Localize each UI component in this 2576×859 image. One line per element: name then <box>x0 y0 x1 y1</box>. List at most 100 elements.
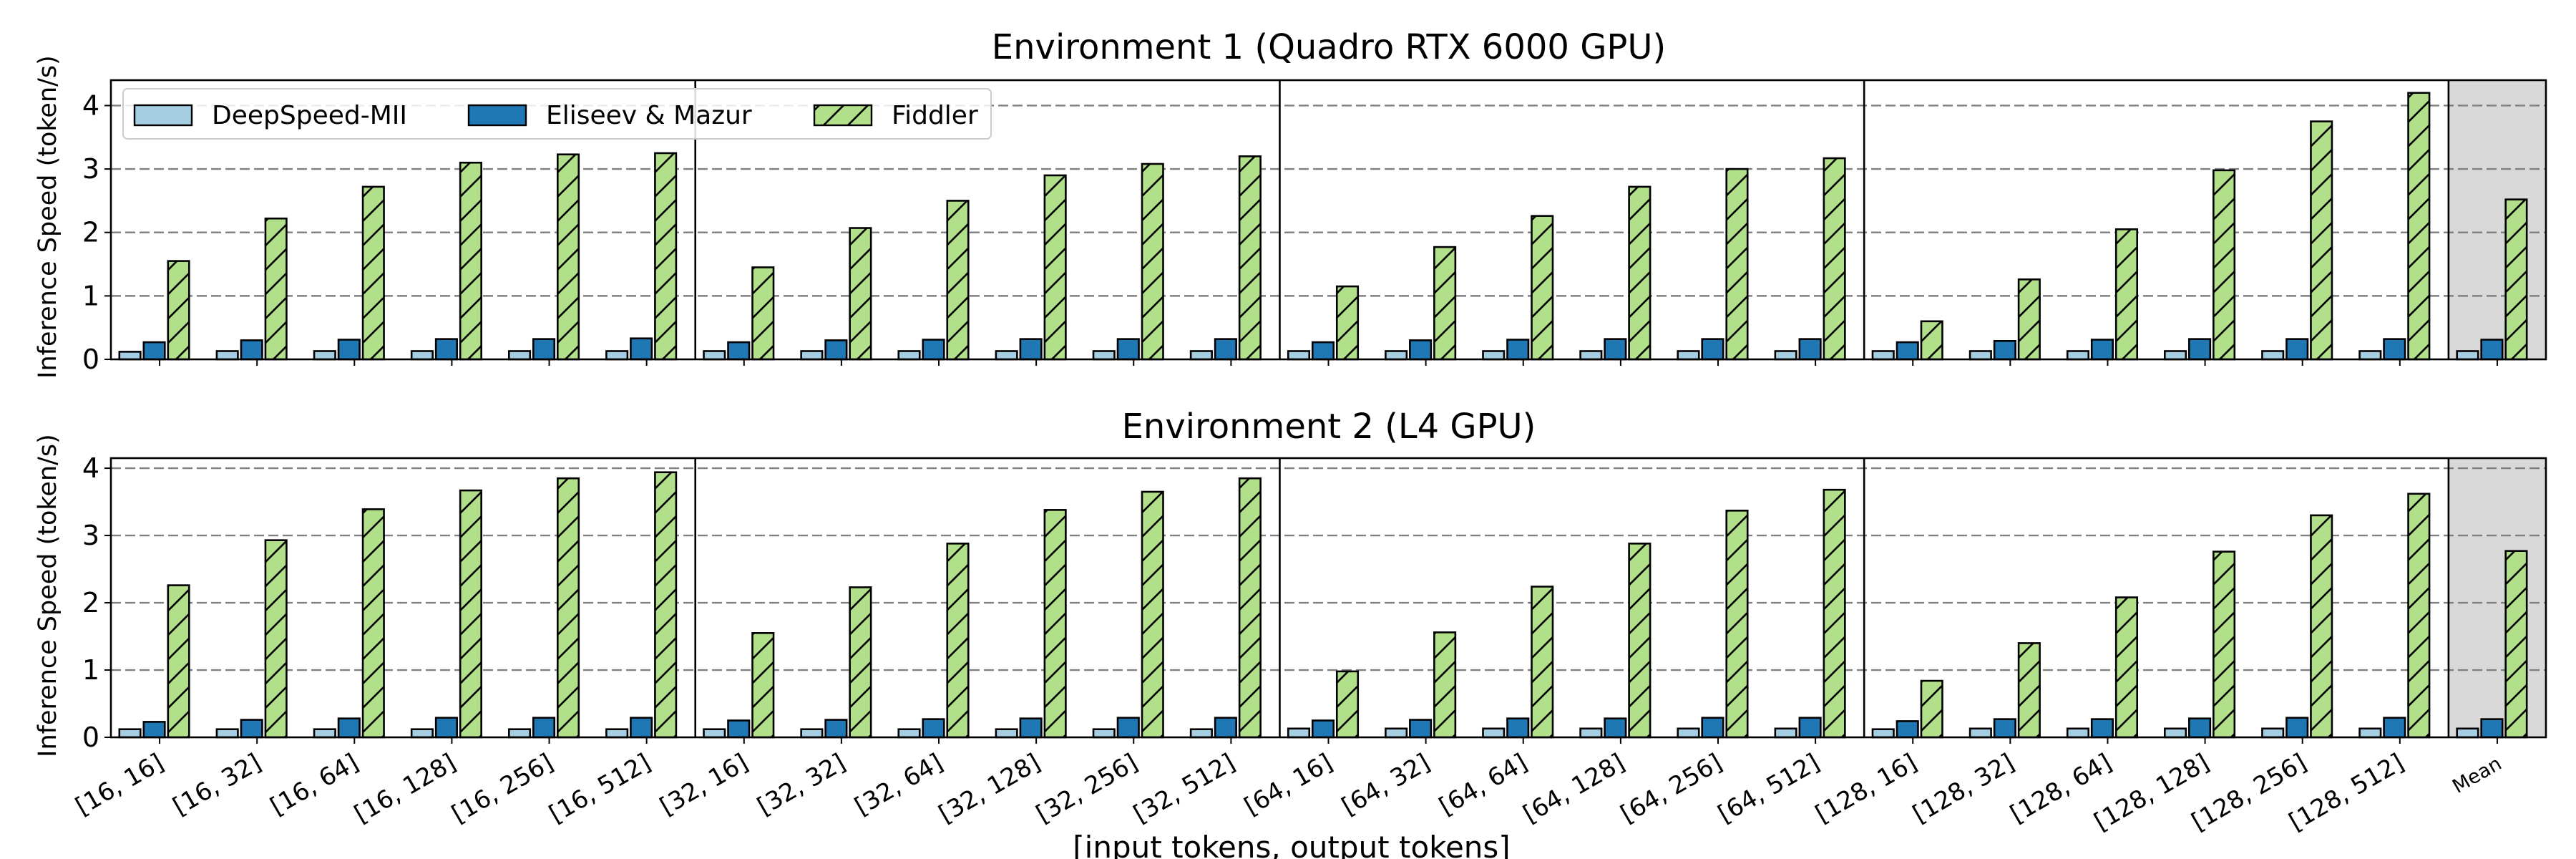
bar-eliseev-mazur <box>1896 341 1919 361</box>
bar-fiddler <box>2017 642 2041 739</box>
x-tick-label: [16, 512] <box>545 748 655 829</box>
bar-fiddler <box>1823 488 1846 739</box>
bar-deepspeed-mii <box>703 728 726 739</box>
bar-deepspeed-mii <box>507 350 532 361</box>
bar-eliseev-mazur <box>2090 339 2114 361</box>
x-tick-label: [32, 256] <box>1031 748 1142 829</box>
bar-fiddler <box>1238 155 1262 361</box>
bar-eliseev-mazur <box>1993 718 2016 739</box>
bar-deepspeed-mii <box>1092 728 1116 739</box>
bar-fiddler <box>2114 228 2139 361</box>
bar-deepspeed-mii <box>1774 727 1797 739</box>
bar-fiddler <box>556 477 580 739</box>
bar-fiddler <box>556 153 580 361</box>
bar-fiddler <box>2212 550 2236 739</box>
y-tick-label: 4 <box>82 452 99 484</box>
y-tick-label: 3 <box>82 153 99 185</box>
x-tick-label: [16, 64] <box>265 748 364 821</box>
bar-deepspeed-mii <box>2261 727 2285 739</box>
mean-shaded-region <box>2448 80 2546 359</box>
bar-eliseev-mazur <box>337 339 361 361</box>
x-tick-label: [64, 64] <box>1435 748 1533 821</box>
y-tick-label: 1 <box>82 280 99 311</box>
bar-fiddler <box>2504 198 2528 361</box>
bar-fiddler <box>1628 543 1652 739</box>
mean-shaded-region <box>2448 458 2546 737</box>
bar-deepspeed-mii <box>1677 350 1700 361</box>
bar-deepspeed-mii <box>2358 727 2382 739</box>
bar-eliseev-mazur <box>2480 718 2504 739</box>
x-tick-label: [64, 128] <box>1518 748 1629 829</box>
bar-eliseev-mazur <box>142 721 166 739</box>
panel-1-title: Environment 1 (Quadro RTX 6000 GPU) <box>992 27 1666 67</box>
bar-eliseev-mazur <box>1896 720 1919 739</box>
bar-eliseev-mazur <box>1116 338 1140 361</box>
bar-fiddler <box>264 539 288 739</box>
bar-fiddler <box>1531 586 1554 739</box>
bar-fiddler <box>1141 162 1164 361</box>
bar-fiddler <box>1141 490 1164 739</box>
bar-eliseev-mazur <box>1311 341 1335 361</box>
legend-swatch-eliseev-mazur <box>467 104 527 127</box>
bar-eliseev-mazur <box>727 341 751 361</box>
bar-fiddler <box>361 508 385 739</box>
bar-fiddler <box>1531 215 1554 361</box>
bar-eliseev-mazur <box>1409 339 1433 361</box>
bar-fiddler <box>2407 92 2431 361</box>
x-tick-label: [64, 32] <box>1337 748 1435 821</box>
bar-eliseev-mazur <box>337 717 361 739</box>
y-tick-label: 0 <box>82 344 99 375</box>
bar-deepspeed-mii <box>215 350 239 361</box>
panel-1: 0 1 2 3 4 <box>82 79 2547 375</box>
bar-eliseev-mazur <box>1214 338 1237 361</box>
bar-eliseev-mazur <box>1116 717 1140 739</box>
bar-deepspeed-mii <box>1871 350 1895 361</box>
bar-eliseev-mazur <box>240 719 263 739</box>
bar-eliseev-mazur <box>1019 338 1043 361</box>
bar-deepspeed-mii <box>215 728 239 739</box>
bar-deepspeed-mii <box>1871 728 1895 739</box>
bar-deepspeed-mii <box>2261 350 2285 361</box>
bar-fiddler <box>654 152 678 361</box>
bar-deepspeed-mii <box>1385 727 1408 739</box>
bar-deepspeed-mii <box>2066 350 2090 361</box>
bar-eliseev-mazur <box>1214 717 1237 739</box>
bar-fiddler <box>946 543 970 739</box>
bar-fiddler <box>459 489 482 739</box>
bar-fiddler <box>1725 510 1749 739</box>
legend-label-fiddler: Fiddler <box>892 101 978 130</box>
bar-eliseev-mazur <box>142 341 166 361</box>
bar-deepspeed-mii <box>1968 350 1992 361</box>
panel-1-ylabel: Inference Speed (token/s) <box>34 55 62 379</box>
bar-eliseev-mazur <box>1506 339 1530 361</box>
bar-deepspeed-mii <box>1189 350 1213 361</box>
bar-eliseev-mazur <box>1506 717 1530 739</box>
bar-eliseev-mazur <box>2383 717 2406 739</box>
x-tick-label: [16, 16] <box>71 748 169 821</box>
bar-deepspeed-mii <box>1385 350 1408 361</box>
bar-eliseev-mazur <box>1604 717 1627 739</box>
bar-eliseev-mazur <box>630 717 653 739</box>
bar-fiddler <box>264 217 288 361</box>
bar-fiddler <box>849 586 872 739</box>
bar-deepspeed-mii <box>1482 350 1506 361</box>
x-tick-label: [16, 32] <box>168 748 266 821</box>
bar-fiddler <box>1433 631 1457 739</box>
y-tick-label: 4 <box>82 89 99 121</box>
bar-fiddler <box>654 471 678 739</box>
bar-eliseev-mazur <box>2188 717 2212 739</box>
panel-2-ylabel: Inference Speed (token/s) <box>34 434 62 757</box>
bar-eliseev-mazur <box>1604 338 1627 361</box>
x-tick-label: [32, 32] <box>753 748 851 821</box>
bar-eliseev-mazur <box>1798 338 1822 361</box>
bar-eliseev-mazur <box>532 717 556 739</box>
bar-deepspeed-mii <box>897 350 921 361</box>
bar-deepspeed-mii <box>1579 350 1603 361</box>
bar-fiddler <box>2504 550 2528 739</box>
bar-fiddler <box>1335 670 1360 739</box>
y-tick-label: 3 <box>82 520 99 551</box>
bar-eliseev-mazur <box>1019 717 1043 739</box>
x-tick-label: [64, 16] <box>1239 748 1337 821</box>
x-tick-label: [16, 128] <box>350 748 461 829</box>
bar-deepspeed-mii <box>897 728 921 739</box>
